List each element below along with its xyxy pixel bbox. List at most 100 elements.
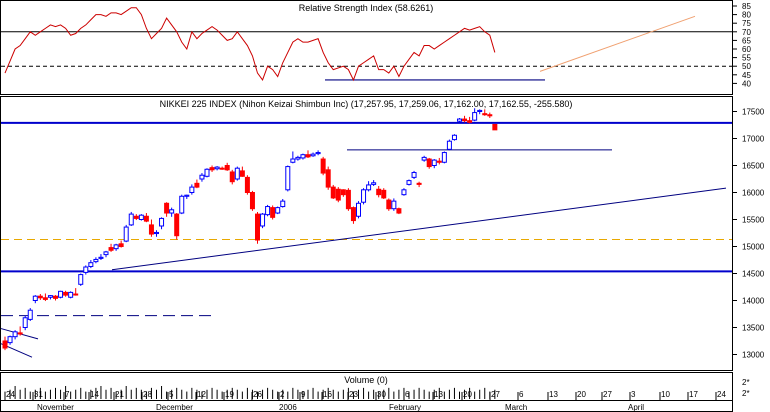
day-label: 30	[377, 390, 386, 399]
price-tick-label: 15000	[742, 243, 765, 252]
candle-body	[376, 188, 382, 196]
candle-body	[234, 167, 240, 180]
candle-body	[83, 266, 89, 273]
candle-body	[63, 291, 69, 296]
candle	[446, 139, 452, 151]
candle	[42, 293, 48, 302]
month-label: 2006	[279, 403, 297, 412]
candle	[255, 211, 260, 244]
price-panel-frame	[0, 96, 733, 371]
candle-body	[441, 152, 447, 163]
reference-lines	[0, 15, 732, 358]
candle-body	[260, 213, 266, 227]
candle	[265, 204, 271, 217]
day-label: 24	[6, 390, 15, 399]
candle-body	[17, 332, 23, 335]
candle	[386, 198, 392, 211]
candle-body	[300, 154, 306, 159]
candle-body	[406, 180, 412, 185]
day-label: 14	[90, 390, 99, 399]
candle-body	[42, 297, 48, 300]
day-label: 17	[689, 390, 698, 399]
candle	[148, 219, 154, 237]
volume-tick-label: 2*	[742, 389, 750, 398]
rsi-tick-label: 60	[742, 45, 751, 54]
candle	[280, 198, 286, 208]
candle	[204, 168, 210, 178]
candle	[416, 181, 422, 188]
month-label: November	[37, 403, 74, 412]
volume-series	[4, 386, 496, 399]
candle	[487, 112, 493, 118]
candle-body	[244, 176, 250, 194]
candle	[113, 243, 119, 251]
candle-body	[330, 186, 336, 199]
candle	[260, 213, 266, 229]
candle	[118, 240, 124, 248]
candle-body	[113, 244, 119, 250]
candle-body	[446, 140, 452, 150]
month-label: February	[389, 403, 421, 412]
candle-body	[27, 309, 33, 320]
candle	[229, 169, 235, 185]
candle-body	[416, 182, 422, 185]
day-label: 27	[491, 390, 500, 399]
day-label: 19	[225, 390, 234, 399]
candle-body	[118, 243, 124, 248]
volume-tick-label: 2*	[742, 378, 750, 387]
candle-body	[22, 317, 28, 328]
day-label: 31	[34, 390, 43, 399]
candle-body	[169, 209, 175, 214]
candle	[249, 190, 255, 211]
candle	[315, 150, 321, 156]
candle-body	[431, 159, 437, 167]
candle	[93, 257, 99, 264]
candle-body	[128, 213, 134, 226]
candle-body	[391, 200, 397, 210]
candle-body	[451, 134, 457, 141]
candle	[275, 206, 281, 215]
candle	[285, 165, 291, 192]
candle	[189, 184, 195, 195]
price-tick-label: 13500	[742, 324, 765, 333]
candle	[73, 288, 79, 296]
candle-body	[108, 247, 114, 251]
candle	[320, 156, 326, 176]
candle-body	[320, 158, 326, 174]
day-label: 13	[434, 390, 443, 399]
price-tick-label: 16000	[742, 189, 765, 198]
month-label: December	[156, 403, 193, 412]
candle-body	[47, 295, 53, 298]
rsi-title: Relative Strength Index (58.6261)	[299, 3, 434, 13]
candle	[78, 273, 84, 286]
candle-body	[138, 214, 144, 220]
candle	[58, 290, 64, 299]
month-label: April	[628, 403, 644, 412]
candle-body	[350, 207, 356, 222]
candlestick-series	[2, 108, 498, 351]
day-label: 9	[301, 390, 306, 399]
candle-body	[174, 213, 180, 237]
candle-body	[37, 295, 43, 299]
candle	[421, 155, 427, 162]
rsi-tick-label: 75	[742, 19, 751, 28]
candle	[103, 250, 109, 258]
candle	[133, 214, 139, 221]
candle-body	[340, 189, 346, 196]
candle-body	[32, 295, 38, 301]
candle-body	[270, 207, 276, 218]
candle	[159, 217, 165, 230]
candle	[22, 315, 28, 331]
candle	[123, 224, 129, 243]
price-title: NIKKEI 225 INDEX (Nihon Keizai Shimbun I…	[160, 99, 573, 109]
candle-body	[295, 156, 301, 160]
candle	[7, 335, 13, 345]
rsi-tick-label: 55	[742, 54, 751, 63]
day-label: 6	[519, 390, 524, 399]
candle-body	[275, 207, 281, 214]
candle-body	[411, 172, 417, 178]
candle	[482, 109, 488, 116]
candle	[401, 188, 407, 196]
candle-body	[123, 226, 129, 242]
candle	[219, 166, 225, 170]
